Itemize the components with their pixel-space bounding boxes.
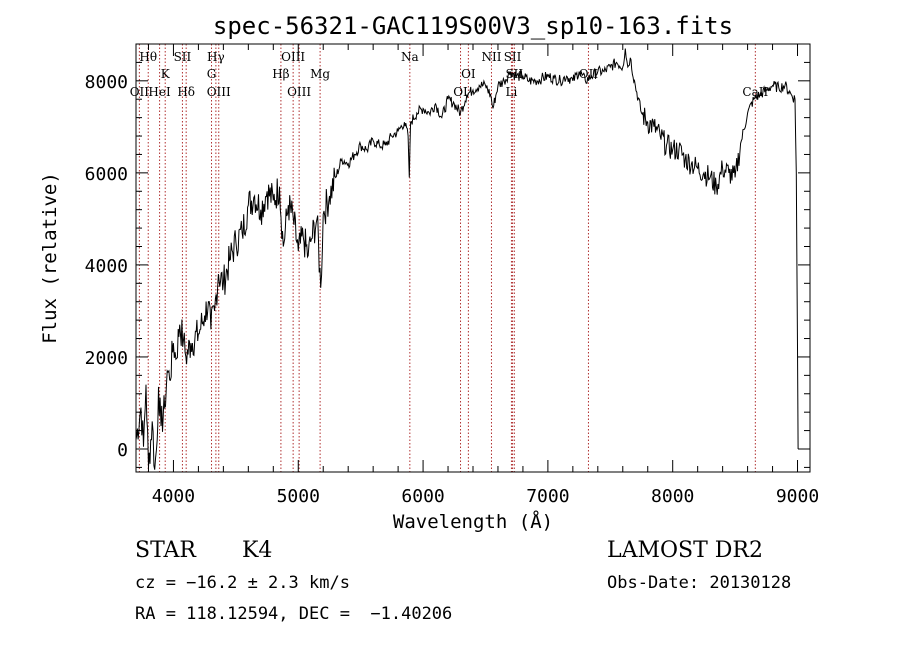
chart-title: spec-56321-GAC119S00V3_sp10-163.fits: [213, 12, 733, 40]
x-tick-label-9000: 9000: [776, 486, 819, 507]
spectral-line-labels: OIIHθHeIKSIIHδHγGOIIIHβOIIIOIIIMgNaOIOIN…: [130, 50, 769, 99]
marker-label-12: Mg: [310, 67, 330, 81]
x-tick-label-5000: 5000: [277, 486, 320, 507]
marker-label-6: Hγ: [207, 50, 225, 64]
marker-label-5: Hδ: [177, 85, 195, 99]
object-subclass: K4: [242, 538, 273, 563]
y-tick-label-0: 0: [117, 440, 128, 461]
marker-label-17: SII: [504, 50, 522, 64]
marker-label-19: Li: [506, 85, 518, 99]
spectrum-series-line: [135, 48, 799, 470]
y-tick-label-4000: 4000: [85, 256, 128, 277]
marker-label-3: K: [161, 67, 171, 81]
x-axis-ticks: 4000 5000 6000 7000 8000 9000: [147, 44, 819, 507]
marker-label-8: OIII: [207, 85, 231, 99]
marker-label-11: OIII: [287, 85, 311, 99]
y-tick-label-2000: 2000: [85, 348, 128, 369]
y-axis-label: Flux (relative): [39, 172, 61, 344]
observation-date: Obs-Date: 20130128: [607, 573, 792, 593]
marker-label-2: HeI: [148, 85, 171, 99]
redshift-value: cz = −16.2 ± 2.3 km/s: [135, 573, 350, 593]
x-tick-label-6000: 6000: [401, 486, 444, 507]
marker-label-7: G: [207, 67, 217, 81]
survey-name: LAMOST DR2: [607, 538, 763, 563]
marker-label-1: Hθ: [139, 50, 157, 64]
x-tick-label-4000: 4000: [152, 486, 195, 507]
marker-label-10: OIII: [281, 50, 305, 64]
marker-label-0: OII: [130, 85, 150, 99]
x-tick-label-7000: 7000: [526, 486, 569, 507]
x-tick-label-8000: 8000: [651, 486, 694, 507]
y-tick-label-6000: 6000: [85, 164, 128, 185]
coordinates: RA = 118.12594, DEC = −1.40206: [135, 604, 453, 624]
y-tick-label-8000: 8000: [85, 72, 128, 93]
marker-label-4: SII: [174, 50, 192, 64]
object-class: STAR: [135, 538, 196, 563]
x-axis-label: Wavelength (Å): [393, 510, 553, 533]
marker-label-9: Hβ: [272, 67, 289, 81]
marker-label-15: OI: [461, 67, 476, 81]
spectral-line-markers: [138, 44, 756, 472]
marker-label-16: NII: [481, 50, 501, 64]
marker-label-13: Na: [401, 50, 419, 64]
plot-frame: [135, 43, 811, 473]
marker-label-14: OI: [453, 85, 468, 99]
y-axis-ticks: 0 2000 4000 6000 8000: [85, 43, 810, 468]
